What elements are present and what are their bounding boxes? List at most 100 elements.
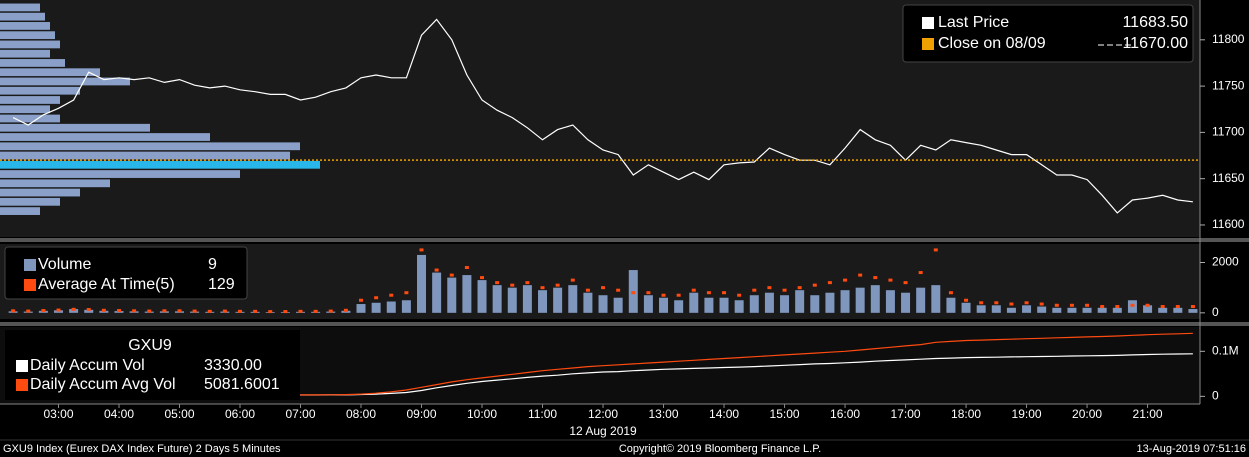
series-line [12, 18, 1193, 214]
average-dot [1009, 302, 1014, 306]
volume-bar [84, 309, 94, 313]
legend-label: Volume [38, 256, 91, 273]
average-dot [797, 286, 802, 290]
volume-bar [1112, 307, 1122, 313]
x-tick-label: 06:00 [225, 407, 255, 421]
footer-center: Copyright© 2019 Bloomberg Finance L.P. [619, 443, 821, 455]
volume-bar [946, 297, 956, 313]
volume-bar [447, 277, 457, 313]
profile-bar [0, 77, 130, 86]
average-dot [359, 298, 364, 302]
average-dot [631, 291, 636, 295]
x-tick-label: 03:00 [43, 407, 73, 421]
legend-label: Average At Time(5) [38, 276, 175, 293]
volume-bar [538, 290, 548, 313]
volume-bar [976, 305, 986, 313]
y-tick-label: 11700 [1212, 125, 1245, 139]
average-dot [192, 309, 197, 313]
volume-bar [1082, 307, 1092, 313]
average-dot [722, 291, 727, 295]
y-tick-label: 11650 [1212, 171, 1245, 185]
legend-swatch [922, 17, 934, 29]
legend-label: Daily Accum Avg Vol [30, 376, 176, 393]
average-dot [41, 309, 46, 313]
average-dot [752, 288, 757, 292]
volume-bar [356, 304, 366, 313]
x-tick-label: 15:00 [770, 407, 800, 421]
average-dot [1175, 305, 1180, 309]
legend-value: 129 [208, 276, 235, 293]
average-dot [1054, 303, 1059, 307]
volume-bar [749, 295, 759, 313]
average-dot [601, 286, 606, 290]
profile-bar [0, 160, 320, 169]
average-dot [827, 281, 832, 285]
volume-bar [901, 292, 911, 313]
average-dot [706, 291, 711, 295]
volume-bar [341, 310, 351, 313]
average-dot [964, 298, 969, 302]
volume-bar [417, 254, 427, 313]
profile-bar [0, 114, 60, 123]
profile-bar [0, 188, 80, 197]
x-tick-label: 19:00 [1012, 407, 1042, 421]
volume-bar [1067, 307, 1077, 313]
x-tick-label: 10:00 [467, 407, 497, 421]
volume-bar [734, 300, 744, 313]
volume-bar [553, 287, 563, 313]
volume-bar [99, 310, 109, 313]
volume-bar [810, 295, 820, 313]
date-label: 12 Aug 2019 [569, 424, 637, 438]
average-dot [404, 291, 409, 295]
x-tick-label: 04:00 [104, 407, 134, 421]
average-dot [101, 308, 106, 312]
average-dot [555, 283, 560, 287]
profile-bar [0, 12, 45, 21]
volume-bar [825, 292, 835, 313]
volume-bar [991, 305, 1001, 313]
average-dot [222, 309, 227, 313]
x-tick-label: 16:00 [830, 407, 860, 421]
legend-value: 5081.6001 [204, 376, 280, 393]
average-dot [525, 281, 530, 285]
volume-bar [1188, 309, 1198, 313]
x-tick-label: 08:00 [346, 407, 376, 421]
average-dot [71, 307, 76, 311]
average-dot [903, 281, 908, 285]
volume-bar [1143, 305, 1153, 313]
average-dot [1024, 301, 1029, 305]
average-dot [540, 286, 545, 290]
average-dot [1100, 305, 1105, 309]
x-tick-label: 17:00 [891, 407, 921, 421]
average-dot [464, 266, 469, 270]
average-dot [147, 309, 152, 313]
average-dot [207, 309, 212, 313]
profile-bar [0, 179, 110, 188]
volume-bar [1006, 307, 1016, 313]
legend-box [5, 330, 300, 400]
y-tick-label: 0 [1212, 389, 1219, 403]
volume-bar [432, 272, 442, 313]
average-dot [873, 276, 878, 280]
volume-bar [780, 295, 790, 313]
profile-bar [0, 207, 40, 215]
average-dot [162, 309, 167, 313]
y-tick-label: 11750 [1212, 78, 1245, 92]
average-dot [1115, 305, 1120, 309]
average-dot [858, 273, 863, 277]
x-tick-label: 07:00 [285, 407, 315, 421]
average-dot [510, 283, 515, 287]
volume-bar [719, 297, 729, 313]
volume-bar [1173, 307, 1183, 313]
average-dot [1069, 303, 1074, 307]
volume-bar [870, 285, 880, 313]
legend-value: 9 [208, 256, 217, 273]
x-tick-label: 14:00 [709, 407, 739, 421]
average-dot [918, 271, 923, 275]
average-dot [661, 293, 666, 297]
profile-bar [0, 86, 80, 95]
profile-bar [0, 105, 50, 114]
average-dot [676, 293, 681, 297]
volume-bar [931, 285, 941, 313]
